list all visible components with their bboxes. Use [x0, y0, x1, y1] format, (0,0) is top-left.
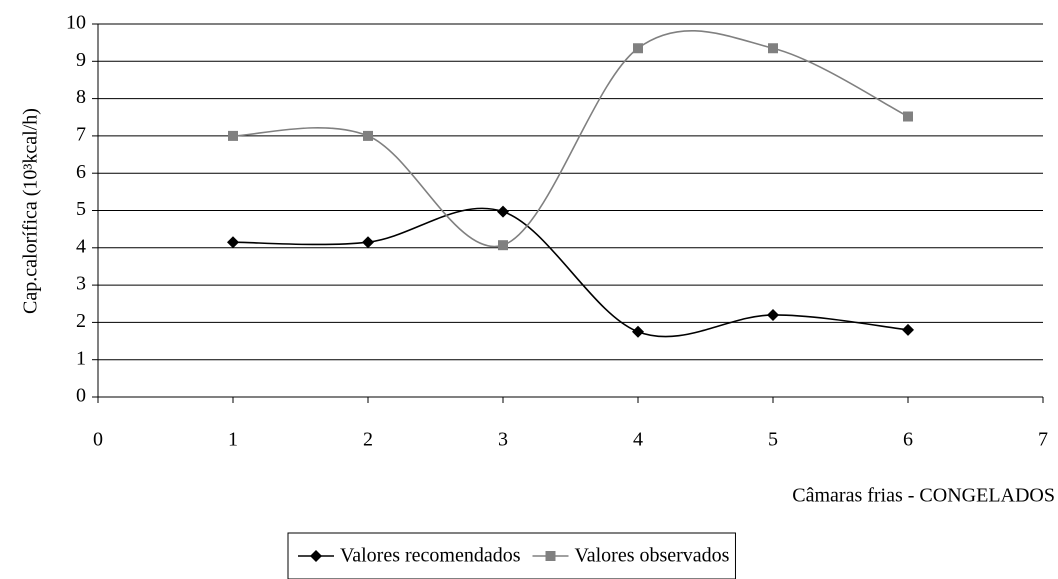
y-axis-title: Cap.calorífica (10³kcal/h): [20, 108, 42, 314]
x-tick-label: 6: [903, 429, 913, 451]
marker: [767, 308, 779, 321]
y-tick-label: 10: [66, 12, 86, 34]
marker: [363, 130, 373, 141]
legend: Valores recomendados Valores observados: [287, 532, 736, 579]
marker: [310, 550, 322, 562]
marker: [632, 325, 644, 338]
marker: [228, 130, 238, 141]
marker: [903, 111, 913, 122]
y-tick-label: 1: [76, 347, 86, 369]
y-tick-label: 3: [76, 273, 86, 295]
x-tick-label: 4: [633, 429, 643, 451]
y-tick-label: 7: [76, 123, 86, 145]
y-tick-label: 2: [76, 310, 86, 332]
x-axis-title: Câmaras frias - CONGELADOS: [792, 485, 1055, 507]
y-tick-label: 6: [76, 161, 86, 183]
marker: [498, 240, 508, 251]
x-tick-label: 5: [768, 429, 778, 451]
marker: [902, 323, 914, 336]
y-tick-label: 4: [76, 235, 86, 257]
series-line: [232, 29, 909, 248]
series-line: [232, 207, 909, 338]
x-tick-label: 7: [1038, 429, 1048, 451]
legend-label: Valores recomendados: [340, 545, 521, 567]
y-tick-label: 5: [76, 198, 86, 220]
marker: [545, 551, 556, 561]
legend-label: Valores observados: [575, 545, 730, 567]
x-tick-label: 2: [363, 429, 373, 451]
x-tick-label: 0: [93, 429, 103, 451]
marker: [497, 205, 509, 218]
marker: [768, 43, 778, 54]
marker: [362, 236, 374, 249]
marker: [227, 236, 239, 249]
y-tick-label: 8: [76, 86, 86, 108]
x-tick-label: 1: [228, 429, 238, 451]
marker: [633, 43, 643, 54]
legend-box: [287, 532, 736, 579]
y-tick-label: 0: [76, 385, 86, 407]
y-tick-label: 9: [76, 49, 86, 71]
x-tick-label: 3: [498, 429, 508, 451]
